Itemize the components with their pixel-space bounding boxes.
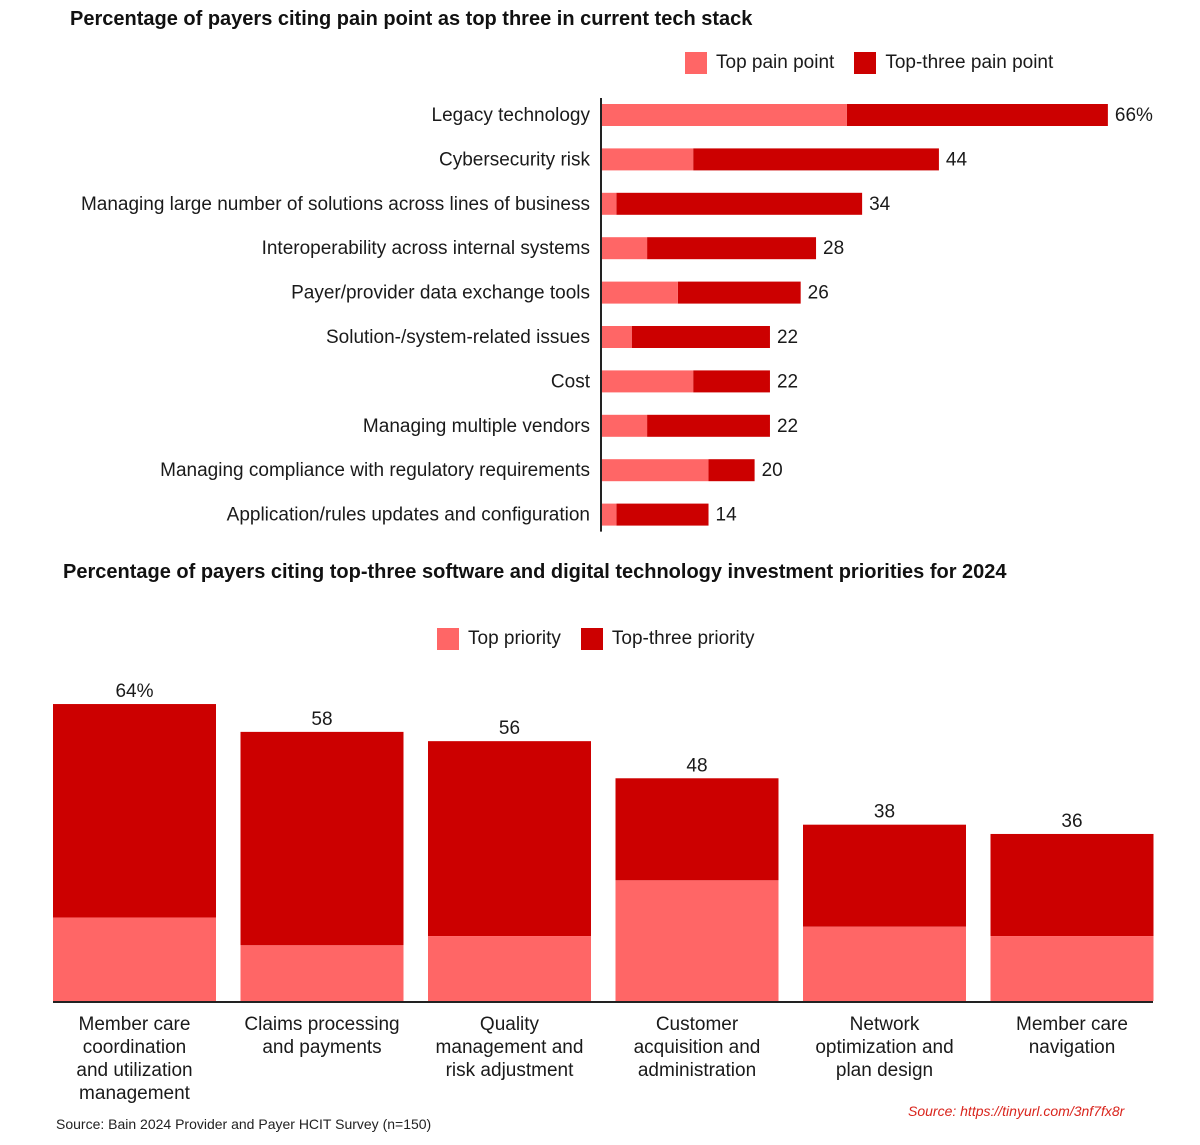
category-label: Payer/provider data exchange tools [291,283,590,304]
bar-top-pain-point [601,459,709,482]
bar-top-priority [990,936,1154,1001]
category-label: management [79,1083,191,1104]
value-label: 64% [115,681,153,702]
category-label: Legacy technology [432,105,591,126]
bar-top-priority [240,945,404,1001]
bar-top-three-priority [615,778,779,881]
legend-item-top-three-pain-point: Top-three pain point [854,52,1053,74]
bar-top-three-priority [803,824,966,927]
legend-item-top-priority: Top priority [437,628,561,650]
bar-top-priority [428,936,591,1001]
bar-top-pain-point [601,237,648,260]
value-label: 28 [823,238,844,259]
chart1-title: Percentage of payers citing pain point a… [70,8,753,30]
legend-swatch-top [685,52,707,74]
bar-top-three-pain-point [616,192,863,215]
bar-top-three-priority [428,741,591,937]
chart1-legend: Top pain point Top-three pain point [685,52,1073,74]
category-label: plan design [836,1060,933,1081]
bar-top-three-pain-point [647,237,817,260]
value-label: 58 [311,709,332,730]
category-label: navigation [1029,1037,1116,1058]
legend-swatch-top-three-priority [580,628,603,650]
bar-top-priority [803,926,966,1001]
bar-top-three-pain-point [846,104,1108,126]
bar-top-pain-point [601,281,678,304]
bar-top-priority [53,917,216,1001]
category-label: risk adjustment [446,1060,574,1081]
value-label: 22 [777,327,798,348]
category-label: Managing large number of solutions acros… [81,194,590,215]
footer-source-url: Source: https://tinyurl.com/3nf7fx8r [908,1103,1125,1119]
value-label: 44 [946,149,968,170]
category-label: acquisition and [634,1037,761,1058]
category-label: and utilization [76,1060,192,1081]
bar-top-pain-point [601,370,694,393]
legend-swatch-top-priority [437,628,459,650]
value-label: 22 [777,416,798,437]
category-label: Application/rules updates and configurat… [227,505,590,526]
category-label: Cost [551,371,591,392]
legend-label-top-three-priority: Top-three priority [611,628,755,649]
legend-swatch-topthree [854,52,877,74]
bar-top-pain-point [601,326,632,348]
value-label: 36 [1061,811,1082,832]
bar-top-pain-point [601,104,847,126]
bar-top-pain-point [601,414,648,437]
bar-top-three-priority [240,731,404,946]
legend-label-top-priority: Top priority [468,628,561,649]
value-label: 34 [869,194,891,215]
category-label: Interoperability across internal systems [262,238,590,259]
legend-label-topthree: Top-three pain point [885,52,1054,73]
bar-top-pain-point [601,148,694,171]
value-label: 22 [777,371,798,392]
category-label: Member care [1016,1014,1128,1035]
legend-item-top-three-priority: Top-three priority [580,628,755,650]
chart2-legend: Top priority Top-three priority [437,628,774,650]
category-label: administration [638,1060,756,1081]
footer-source: Source: Bain 2024 Provider and Payer HCI… [56,1116,432,1132]
bar-top-three-pain-point [631,326,770,348]
category-label: Cybersecurity risk [439,149,590,170]
category-label: Customer [656,1014,739,1035]
category-label: Claims processing [244,1014,399,1035]
category-label: and payments [262,1037,381,1058]
value-label: 56 [499,718,520,739]
legend-label-top: Top pain point [716,52,835,73]
legend-item-top-pain-point: Top pain point [685,52,834,74]
category-label: coordination [83,1037,187,1058]
value-label: 20 [762,460,783,481]
bar-top-three-priority [53,704,216,918]
bar-top-three-pain-point [647,414,770,437]
category-label: Managing multiple vendors [363,416,590,437]
bar-top-three-pain-point [693,148,939,171]
category-label: Network [850,1014,920,1035]
category-label: Member care [79,1014,191,1035]
bar-top-pain-point [601,503,617,526]
bar-top-pain-point [601,192,617,215]
value-label: 14 [716,505,738,526]
category-label: Managing compliance with regulatory requ… [160,460,590,481]
bar-top-priority [615,880,779,1001]
category-label: Quality [480,1014,540,1035]
category-label: management and [436,1037,584,1058]
bar-top-three-pain-point [693,370,770,393]
category-label: optimization and [815,1037,953,1058]
bar-top-three-pain-point [708,459,755,482]
bar-top-three-priority [990,833,1154,937]
bar-top-three-pain-point [616,503,709,526]
value-label: 66% [1115,105,1153,126]
chart2-title: Percentage of payers citing top-three so… [63,561,1007,583]
bar-top-three-pain-point [677,281,801,304]
value-label: 38 [874,802,895,823]
value-label: 26 [808,283,829,304]
category-label: Solution-/system-related issues [326,327,590,348]
value-label: 48 [686,755,707,776]
